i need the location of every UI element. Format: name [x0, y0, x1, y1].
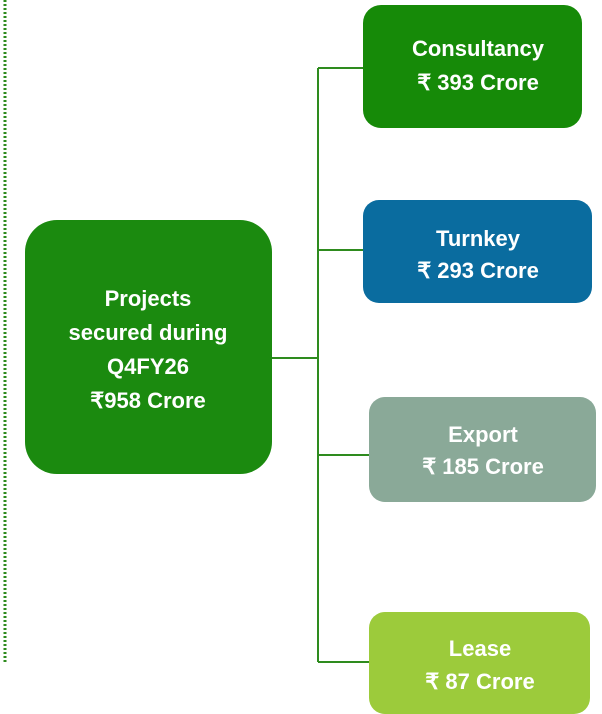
root-line: Projects: [105, 286, 192, 311]
child-box: [369, 612, 590, 714]
child-label: Lease: [449, 636, 511, 661]
root-node: Projects secured during Q4FY26 ₹958 Cror…: [25, 220, 272, 474]
child-node: Turnkey ₹ 293 Crore: [363, 200, 592, 303]
child-box: [369, 397, 596, 502]
child-value: ₹ 293 Crore: [417, 258, 539, 283]
child-value: ₹ 185 Crore: [422, 454, 544, 479]
root-line: ₹958 Crore: [90, 388, 206, 413]
child-value: ₹ 393 Crore: [417, 70, 539, 95]
child-box: [363, 200, 592, 303]
root-box: [25, 220, 272, 474]
child-label: Export: [448, 422, 518, 447]
child-node: Lease ₹ 87 Crore: [369, 612, 590, 714]
child-value: ₹ 87 Crore: [425, 669, 534, 694]
child-label: Turnkey: [436, 226, 521, 251]
connector-lines: [272, 67, 369, 663]
root-line: Q4FY26: [107, 354, 189, 379]
child-label: Consultancy: [412, 36, 545, 61]
child-box: [363, 5, 582, 128]
child-node: Export ₹ 185 Crore: [369, 397, 596, 502]
root-line: secured during: [69, 320, 228, 345]
child-node: Consultancy ₹ 393 Crore: [363, 5, 582, 128]
